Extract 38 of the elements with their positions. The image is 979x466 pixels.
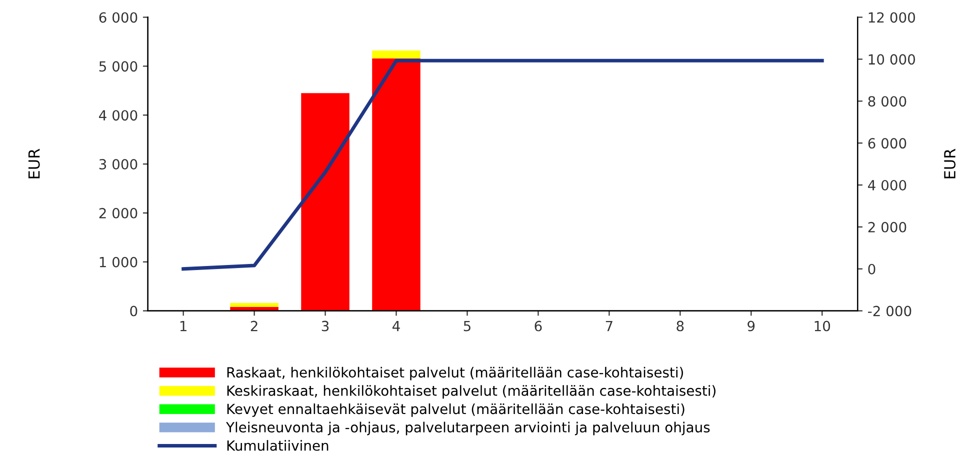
y-tick-label: 0 — [130, 306, 138, 316]
line-series — [182, 58, 824, 271]
y-tick-label: 1 000 — [100, 256, 138, 268]
bar — [230, 306, 278, 311]
legend-label: Raskaat, henkilökohtaiset palvelut (määritellään case-kohtaisesti) — [227, 366, 684, 380]
y2-tick-label: 10 000 — [868, 54, 915, 65]
legend-label: Keskiraskaat, henkilökohtaiset palvelut (määritellään case-kohtaisesti) — [227, 385, 716, 399]
x-tick-label: 7 — [606, 320, 612, 332]
bar — [230, 302, 278, 307]
x-tick-label: 1 — [180, 320, 186, 332]
y2-axis-title: EUR — [944, 148, 956, 178]
legend-label: Yleisneuvonta ja -ohjaus, palvelutarpeen arviointi ja palveluun ohjaus — [226, 422, 710, 436]
y2-tick-label: 8 000 — [868, 96, 906, 107]
y2-tick-label: 4 000 — [868, 180, 906, 190]
x-tick-label: 8 — [676, 320, 684, 332]
y-tick-label: 6 000 — [99, 12, 138, 23]
bar — [301, 93, 350, 311]
x-tick-label: 4 — [392, 320, 400, 332]
legend-label: Kumulatiivinen — [227, 440, 328, 451]
y2-tick-label: 2 000 — [868, 222, 906, 232]
x-tick-label: 5 — [464, 320, 470, 332]
y2-tick-label: 0 — [868, 264, 876, 274]
y-axis-title: EUR — [28, 148, 40, 178]
x-tick-label: 3 — [322, 320, 329, 332]
bar — [372, 50, 420, 58]
y-tick-label: 2 000 — [99, 208, 138, 218]
x-tick-label: 6 — [534, 320, 542, 332]
legend-label: Kevyet ennaltaehkäisevät palvelut (määritellään case-kohtaisesti) — [227, 403, 684, 417]
y-tick-label: 4 000 — [99, 110, 138, 121]
y2-tick-label: 6 000 — [868, 138, 906, 149]
x-tick-label: 2 — [250, 320, 258, 332]
x-tick-label: 10 — [814, 320, 830, 332]
y-tick-label: 3 000 — [99, 159, 138, 170]
x-tick-label: 9 — [748, 320, 755, 332]
bar — [372, 58, 420, 311]
y2-tick-label: 12 000 — [868, 12, 915, 23]
y-tick-label: 5 000 — [99, 61, 138, 72]
y2-tick-label: -2 000 — [868, 306, 912, 316]
